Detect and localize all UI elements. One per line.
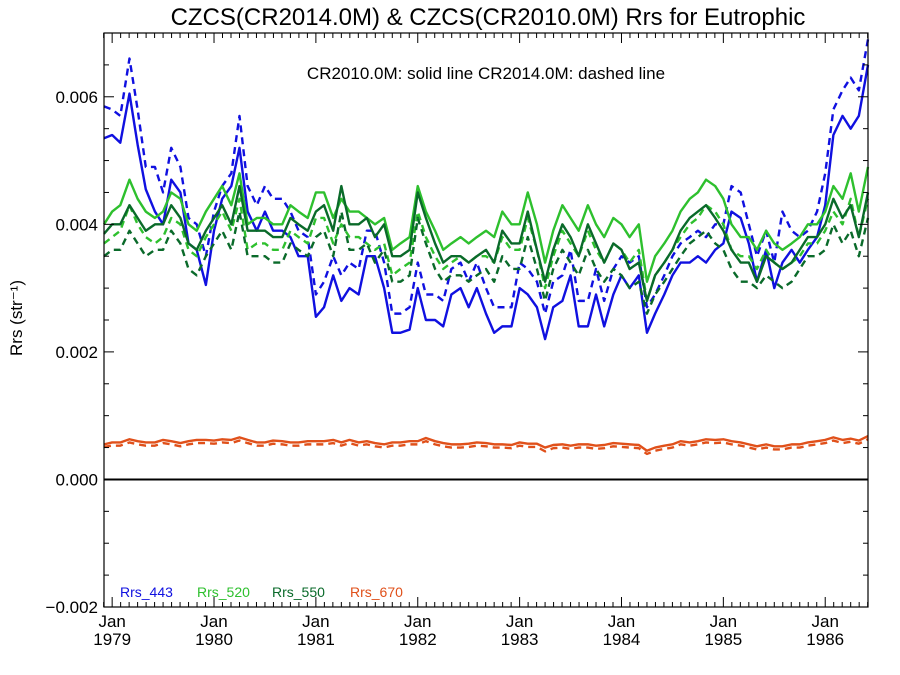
plot-frame xyxy=(103,32,869,608)
x-tick-label-year: 1982 xyxy=(399,630,437,649)
x-tick-label-month: Jan xyxy=(608,612,635,631)
series-line-rrs-670-solid xyxy=(103,435,869,452)
legend-item-rrs-550: Rrs_550 xyxy=(272,584,325,600)
axes-layer: −0.0020.0000.0020.0040.006Jan1979Jan1980… xyxy=(46,32,869,649)
series-line-rrs-443-dashed xyxy=(103,39,870,315)
x-tick-label-month: Jan xyxy=(98,612,125,631)
x-tick-label-month: Jan xyxy=(812,612,839,631)
y-tick-label: 0.002 xyxy=(55,343,98,362)
y-tick-label: 0.006 xyxy=(55,88,98,107)
x-tick-label-year: 1983 xyxy=(501,630,539,649)
series-line-rrs-550-solid xyxy=(103,184,870,303)
series-layer xyxy=(102,39,870,456)
legend-item-rrs-670: Rrs_670 xyxy=(350,584,403,600)
x-tick-label-month: Jan xyxy=(302,612,329,631)
series-line-rrs-443-solid xyxy=(103,64,870,341)
x-tick-label-year: 1979 xyxy=(93,630,131,649)
x-tick-label-year: 1984 xyxy=(603,630,641,649)
legend: Rrs_443 Rrs_520 Rrs_550 Rrs_670 xyxy=(120,584,403,600)
series-line-rrs-550-dashed xyxy=(103,210,870,315)
series-line-rrs-670-dashed xyxy=(103,438,869,456)
y-tick-label: 0.000 xyxy=(55,470,98,489)
line-style-annotation: CR2010.0M: solid line CR2014.0M: dashed … xyxy=(307,64,665,83)
y-axis-label: Rrs (str⁻¹) xyxy=(7,280,26,356)
x-tick-label-year: 1986 xyxy=(806,630,844,649)
x-tick-label-month: Jan xyxy=(200,612,227,631)
x-tick-label-month: Jan xyxy=(710,612,737,631)
legend-item-rrs-443: Rrs_443 xyxy=(120,584,173,600)
x-tick-label-month: Jan xyxy=(404,612,431,631)
x-tick-label-month: Jan xyxy=(506,612,533,631)
x-tick-label-year: 1985 xyxy=(704,630,742,649)
y-tick-label: 0.004 xyxy=(55,215,98,234)
y-tick-label: −0.002 xyxy=(46,598,98,617)
legend-item-rrs-520: Rrs_520 xyxy=(197,584,250,600)
series-line-rrs-520-dashed xyxy=(103,197,870,303)
chart-title: CZCS(CR2014.0M) & CZCS(CR2010.0M) Rrs fo… xyxy=(171,4,806,31)
series-line-rrs-520-solid xyxy=(102,166,870,283)
x-tick-label-year: 1981 xyxy=(297,630,335,649)
x-tick-label-year: 1980 xyxy=(195,630,233,649)
